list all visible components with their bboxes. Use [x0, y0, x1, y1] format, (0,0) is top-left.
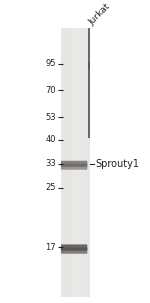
Text: Jurkat: Jurkat: [87, 2, 112, 27]
Bar: [71, 28, 72, 297]
Text: 17: 17: [45, 243, 56, 252]
Bar: [62, 28, 63, 297]
Bar: [79, 28, 80, 297]
Bar: [61, 28, 90, 297]
Bar: [88, 28, 90, 138]
FancyBboxPatch shape: [61, 245, 87, 251]
Text: 33: 33: [45, 159, 56, 168]
Bar: [75, 28, 76, 297]
Bar: [70, 28, 71, 297]
Bar: [73, 28, 74, 297]
Bar: [67, 28, 68, 297]
Bar: [81, 28, 82, 297]
Bar: [63, 28, 64, 297]
Bar: [68, 28, 69, 297]
Bar: [69, 28, 70, 297]
Bar: [82, 28, 83, 297]
Bar: [65, 28, 66, 297]
Text: 95: 95: [45, 59, 56, 68]
Bar: [64, 28, 65, 297]
Bar: [89, 28, 90, 297]
Bar: [77, 28, 78, 297]
Text: Sprouty1: Sprouty1: [96, 159, 140, 169]
Bar: [85, 28, 86, 297]
FancyBboxPatch shape: [61, 161, 87, 167]
Bar: [66, 28, 67, 297]
Bar: [88, 62, 90, 68]
Text: 53: 53: [45, 113, 56, 122]
Bar: [72, 28, 73, 297]
Text: 25: 25: [45, 183, 56, 192]
FancyBboxPatch shape: [61, 164, 87, 170]
Bar: [90, 28, 91, 297]
Text: 70: 70: [45, 86, 56, 95]
Bar: [87, 28, 88, 297]
Bar: [84, 28, 85, 297]
Bar: [76, 28, 77, 297]
Bar: [80, 28, 81, 297]
Bar: [61, 28, 62, 297]
Bar: [74, 28, 75, 297]
Bar: [88, 89, 90, 93]
Bar: [88, 28, 89, 297]
Bar: [86, 28, 87, 297]
Bar: [78, 28, 79, 297]
Text: 40: 40: [45, 135, 56, 145]
FancyBboxPatch shape: [61, 248, 87, 254]
Bar: [83, 28, 84, 297]
